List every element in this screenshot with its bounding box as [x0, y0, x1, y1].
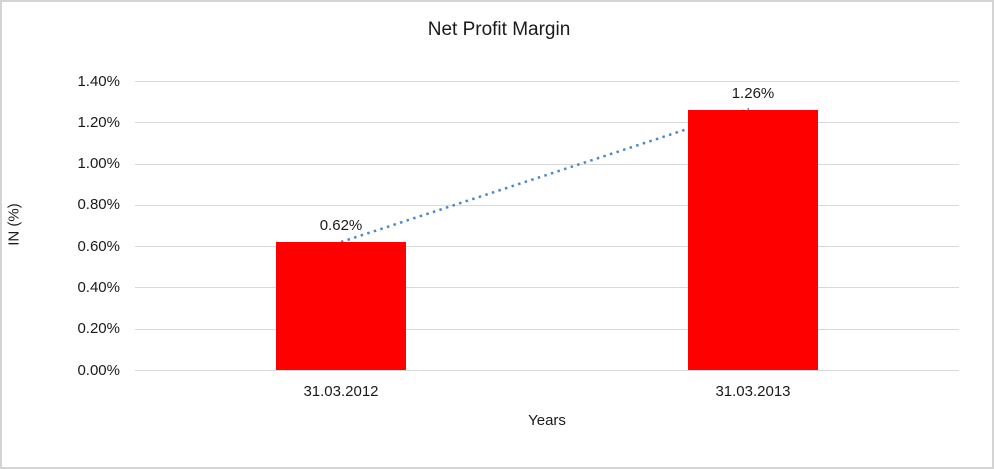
x-tick-label: 31.03.2012: [303, 383, 379, 400]
y-tick-label: 0.00%: [77, 361, 120, 379]
y-tick-label: 1.20%: [77, 113, 120, 131]
gridline: [135, 328, 959, 330]
x-axis-title: Years: [528, 412, 566, 429]
y-tick-label: 0.80%: [77, 196, 120, 214]
gridline: [135, 370, 959, 371]
y-tick-label: 1.40%: [77, 72, 120, 90]
plot-area: [135, 81, 959, 371]
y-tick-label: 1.00%: [77, 155, 120, 173]
bar-data-label: 0.62%: [319, 217, 363, 234]
y-tick-label: 0.20%: [77, 320, 120, 338]
gridline: [135, 81, 959, 82]
gridline: [135, 163, 959, 165]
gridline: [135, 287, 959, 289]
bar: [688, 109, 818, 370]
gridline: [135, 204, 959, 206]
x-tick-label: 31.03.2013: [715, 383, 791, 400]
gridline: [135, 122, 959, 124]
y-tick-label: 0.40%: [77, 278, 120, 296]
trendline: [340, 107, 750, 244]
y-tick-label: 0.60%: [77, 237, 120, 255]
bar: [276, 242, 406, 370]
gridline: [135, 246, 959, 248]
chart-title: Net Profit Margin: [427, 19, 571, 40]
bar-data-label: 1.26%: [731, 84, 775, 102]
